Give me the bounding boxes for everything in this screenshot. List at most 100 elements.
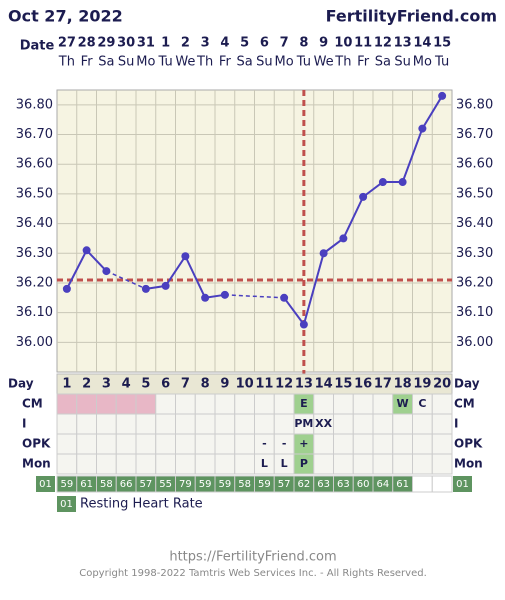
table-cell xyxy=(135,413,157,435)
weekday: Mo xyxy=(136,55,155,70)
y-tick-label: 36.50 xyxy=(16,186,53,201)
y-tick-label-right: 36.80 xyxy=(456,97,493,112)
temp-point xyxy=(82,246,91,255)
legend-code: 01 xyxy=(60,499,73,510)
temp-point xyxy=(299,320,308,329)
legend-box xyxy=(57,496,76,512)
date: 7 xyxy=(280,36,289,51)
temp-point xyxy=(359,192,368,201)
table-cell xyxy=(155,453,176,475)
day-number: 11 xyxy=(255,377,273,392)
day-number: 14 xyxy=(315,377,333,392)
table-cell xyxy=(56,433,78,455)
table-cell xyxy=(352,413,374,435)
table-cell xyxy=(313,433,334,455)
weekday: We xyxy=(314,55,334,70)
table-cell xyxy=(273,393,295,415)
rhr-value: 55 xyxy=(159,479,172,490)
table-cell xyxy=(115,433,137,455)
table-cell xyxy=(76,453,97,475)
y-tick-label-right: 36.50 xyxy=(456,186,493,201)
weekday: Th xyxy=(334,55,351,70)
gap-line xyxy=(224,294,285,299)
table-cell xyxy=(115,393,137,415)
cell-text: L xyxy=(261,457,268,470)
weekday: Su xyxy=(256,55,273,70)
chart-date: Oct 27, 2022 xyxy=(8,7,123,26)
day-number: 4 xyxy=(122,377,131,392)
table-cell xyxy=(194,393,216,415)
weekday: Fr xyxy=(81,55,94,70)
y-tick-label: 36.40 xyxy=(16,216,53,231)
table-cell xyxy=(431,453,453,475)
date: 1 xyxy=(161,36,170,51)
rhr-value: 63 xyxy=(317,479,330,490)
table-cell xyxy=(56,393,78,415)
temp-point xyxy=(62,284,71,293)
table-cell xyxy=(96,433,117,455)
date: 5 xyxy=(240,36,249,51)
cell-text: E xyxy=(300,397,308,410)
weekday: Su xyxy=(394,55,411,70)
day-number: 9 xyxy=(220,377,229,392)
temp-point xyxy=(220,290,229,299)
table-cell xyxy=(175,393,196,415)
table-cell xyxy=(56,413,78,435)
row-label-right: Mon xyxy=(454,457,483,471)
cell-text: W xyxy=(397,397,409,410)
table-cell xyxy=(194,413,216,435)
table-cell xyxy=(412,413,433,435)
day-number: 6 xyxy=(161,377,170,392)
table-cell xyxy=(175,453,196,475)
day-number: 10 xyxy=(236,377,254,392)
weekday: Th xyxy=(196,55,213,70)
footer-url: https://FertilityFriend.com xyxy=(169,550,336,565)
row-label: CM xyxy=(22,397,43,411)
temp-point xyxy=(181,252,190,261)
table-cell xyxy=(352,453,374,475)
table-cell xyxy=(372,433,394,455)
rhr-value: 59 xyxy=(199,479,212,490)
table-cell xyxy=(372,393,394,415)
table-cell xyxy=(155,413,176,435)
table-cell xyxy=(155,433,176,455)
row-label-right: OPK xyxy=(454,437,483,451)
table-cell xyxy=(135,433,157,455)
rhr-value: 61 xyxy=(396,479,409,490)
weekday: Mo xyxy=(275,55,294,70)
temp-point xyxy=(339,234,348,243)
table-cell xyxy=(96,393,117,415)
temp-point xyxy=(418,124,427,133)
y-tick-label-right: 36.30 xyxy=(456,246,493,261)
weekday: Sa xyxy=(237,55,253,70)
day-number: 7 xyxy=(181,377,190,392)
y-tick-label: 36.00 xyxy=(16,335,53,350)
table-cell xyxy=(254,393,275,415)
table-cell xyxy=(115,453,137,475)
rhr-cell xyxy=(431,475,453,493)
weekday: Th xyxy=(58,55,75,70)
rhr-code: 01 xyxy=(39,479,52,490)
weekday: Tu xyxy=(296,55,311,70)
temp-point xyxy=(161,281,170,290)
table-cell xyxy=(76,393,97,415)
table-cell xyxy=(412,433,433,455)
date: 30 xyxy=(117,36,135,51)
date: 28 xyxy=(78,36,96,51)
day-number: 2 xyxy=(82,377,91,392)
table-cell xyxy=(234,393,255,415)
table-cell xyxy=(412,453,433,475)
cell-text: PM xyxy=(294,417,313,430)
table-cell xyxy=(76,433,97,455)
rhr-code: 01 xyxy=(456,479,469,490)
day-number: 15 xyxy=(334,377,352,392)
table-cell xyxy=(431,433,453,455)
rhr-value: 64 xyxy=(377,479,390,490)
date: 10 xyxy=(334,36,352,51)
day-number: 18 xyxy=(394,377,412,392)
cell-text: P xyxy=(300,457,308,470)
table-cell xyxy=(333,433,354,455)
table-cell xyxy=(76,413,97,435)
table-cell xyxy=(273,413,295,435)
table-cell xyxy=(333,393,354,415)
